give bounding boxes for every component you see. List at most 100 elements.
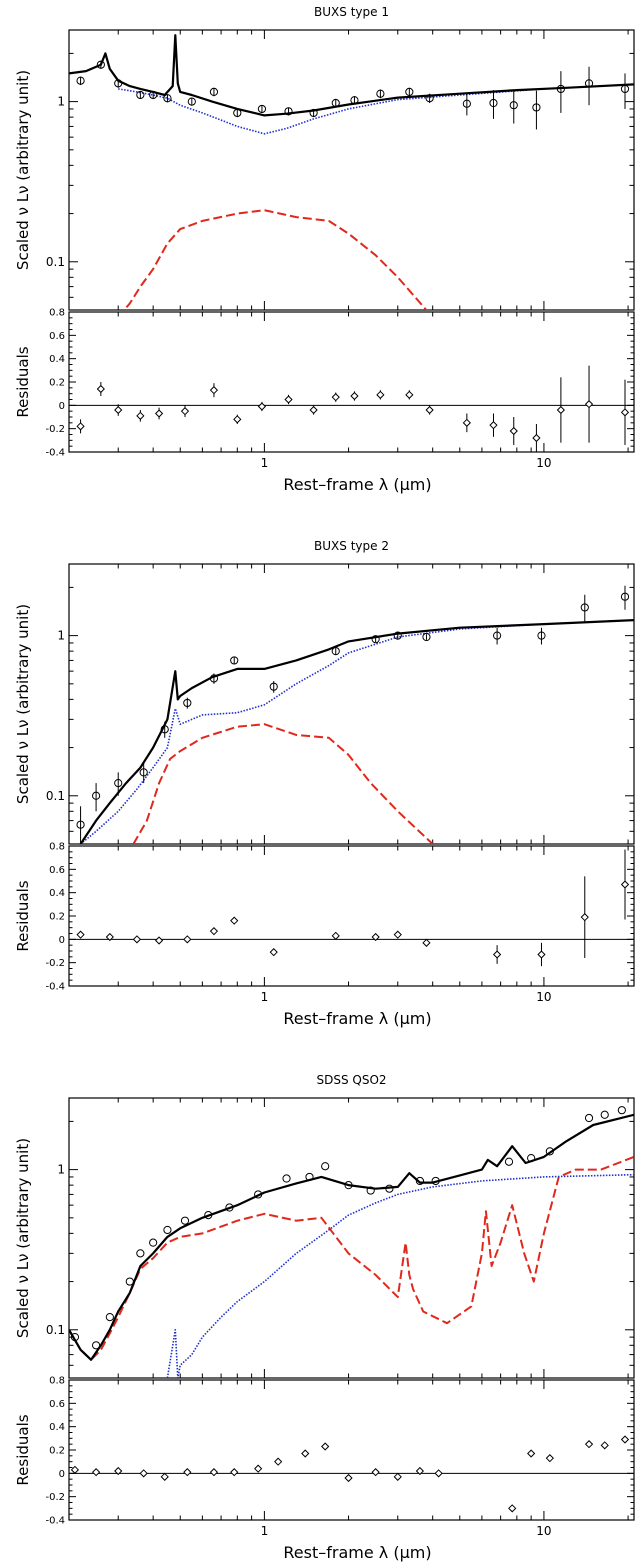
residual-point	[580, 913, 589, 922]
data-point	[376, 89, 385, 98]
data-point	[405, 87, 414, 96]
data-point	[366, 1186, 375, 1195]
residual-point	[139, 1469, 148, 1478]
panel-1: BUXS type 1 1 10 0.1 1 -0.4 -0.2 0 0.2 0.4 0.6 0.8 S…	[14, 5, 635, 494]
residual-point	[527, 1449, 536, 1458]
residual-point	[584, 1440, 594, 1449]
data-point	[309, 108, 318, 118]
residual-point	[344, 1473, 353, 1483]
residual-point	[154, 409, 164, 418]
data-point	[321, 1162, 330, 1171]
data-point	[209, 87, 219, 96]
residual-tick-label: -0.4	[45, 982, 65, 993]
data-point	[149, 1238, 158, 1247]
residual-point	[405, 390, 414, 399]
residual-point	[209, 386, 219, 395]
data-point	[187, 97, 196, 106]
residual-point	[209, 927, 219, 936]
data-point	[114, 79, 123, 88]
residual-tick-label: -0.2	[45, 424, 65, 435]
data-point	[620, 84, 630, 94]
data-point	[180, 1216, 190, 1225]
residual-tick-label: 0.6	[49, 331, 65, 342]
y-axis-label: Scaled ν Lν (arbitrary unit)	[14, 70, 32, 270]
residual-points	[70, 1435, 630, 1513]
residual-point	[393, 930, 402, 939]
residual-point	[183, 1468, 192, 1477]
residual-point	[114, 1466, 123, 1476]
residual-axis-label: Residuals	[14, 346, 32, 417]
data-point	[282, 1174, 291, 1183]
residual-point	[96, 384, 105, 394]
residual-axis-label: Residuals	[14, 1414, 32, 1485]
residual-point	[371, 1468, 380, 1477]
y-axis-label: Scaled ν Lν (arbitrary unit)	[14, 1138, 32, 1338]
residual-point	[154, 936, 164, 945]
residual-point	[393, 1472, 402, 1481]
residual-point	[284, 395, 293, 404]
data-point	[509, 101, 518, 110]
residual-point	[620, 408, 630, 417]
data-point	[254, 1190, 263, 1199]
residual-point	[114, 405, 123, 415]
x-ticks	[68, 1098, 629, 1520]
residual-tick-label: 0.8	[49, 842, 65, 853]
residual-point	[532, 433, 541, 443]
x-tick-label: 10	[536, 1524, 551, 1538]
residual-point	[371, 932, 380, 942]
residual-point	[91, 1468, 101, 1477]
residual-point	[209, 1468, 219, 1477]
data-point	[163, 94, 172, 103]
data-point	[209, 674, 219, 683]
residual-tick-label: 0.4	[49, 354, 65, 365]
residual-tick-label: 0.4	[49, 1422, 65, 1433]
y-tick-label: 0.1	[46, 789, 65, 803]
data-point	[350, 96, 359, 105]
data-point	[532, 103, 541, 112]
data-point	[580, 603, 589, 612]
x-tick-label: 10	[536, 456, 551, 470]
residual-point	[415, 1466, 425, 1476]
x-tick-label: 1	[261, 1524, 269, 1538]
residual-point	[105, 932, 114, 942]
data-point	[269, 682, 278, 691]
agn-model-line	[118, 83, 634, 135]
residual-plot-frame	[68, 311, 635, 453]
data-point	[584, 1113, 594, 1123]
residual-tick-label: -0.2	[45, 1492, 65, 1503]
data-point	[385, 1184, 394, 1193]
residual-point	[620, 880, 630, 889]
panel-title: BUXS type 1	[314, 5, 389, 19]
model-lines	[69, 1113, 634, 1378]
residual-point	[584, 400, 594, 409]
data-point	[230, 656, 239, 665]
agn-model-line	[80, 619, 634, 844]
data-point	[125, 1277, 134, 1286]
data-point	[331, 98, 340, 108]
residual-tick-label: 0.8	[49, 308, 65, 319]
residual-plot-frame	[68, 845, 635, 987]
panel-title: SDSS QSO2	[316, 1073, 386, 1087]
data-point	[284, 107, 293, 116]
residual-point	[376, 390, 385, 399]
y-ticks-main	[69, 52, 634, 311]
residual-point	[509, 426, 518, 436]
data-point	[91, 1341, 101, 1350]
data-point	[305, 1172, 314, 1182]
residual-point	[309, 405, 318, 415]
y-ticks-main	[69, 1120, 634, 1379]
data-point	[257, 104, 267, 114]
residual-point	[556, 405, 566, 415]
residual-point	[620, 1435, 630, 1444]
data-point	[139, 768, 148, 777]
data-points	[70, 1106, 626, 1350]
total-model-line	[69, 34, 634, 117]
data-point	[160, 725, 169, 734]
data-point	[462, 99, 471, 108]
residual-tick-label: -0.4	[45, 1516, 65, 1527]
data-points	[76, 585, 630, 844]
y-tick-label: 1	[57, 95, 65, 109]
data-points	[76, 60, 630, 130]
residual-point	[76, 930, 85, 939]
data-point	[489, 98, 498, 108]
